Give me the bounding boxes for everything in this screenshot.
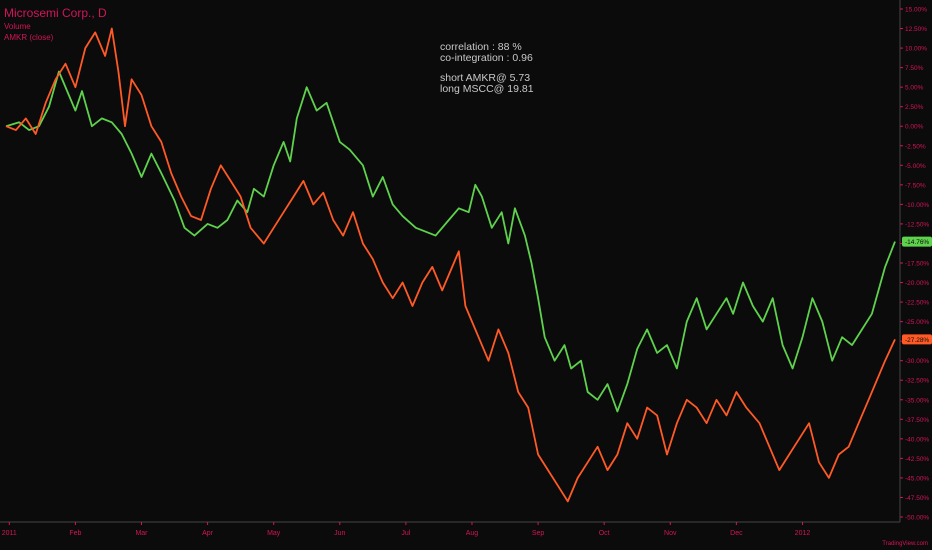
x-tick-label: Jul [401,530,410,537]
x-tick-label: Apr [202,530,214,537]
y-tick-label: -20.00% [905,280,929,287]
x-tick-label: 2011 [2,530,17,537]
y-tick-label: 2.50% [905,104,924,111]
series-line-2[interactable] [5,27,896,503]
series-line-1[interactable] [5,70,896,413]
cointegration-note: co-integration : 0.96 [440,52,533,64]
last-value-badge-2 [902,334,932,345]
y-tick-label: -42.50% [905,456,929,463]
y-tick-label: -32.50% [905,378,929,385]
y-tick-label: 12.50% [905,26,927,33]
compare-label[interactable]: AMKR (close) [4,33,54,42]
x-tick-label: 2012 [795,530,811,537]
x-tick-label: Oct [599,530,610,537]
chart-title[interactable]: Microsemi Corp., D [4,6,107,20]
y-tick-label: 7.50% [905,65,924,72]
x-tick-label: Nov [664,530,677,537]
y-tick-label: -25.00% [905,319,929,326]
y-tick-label: -5.00% [905,163,926,170]
y-tick-label: -10.00% [905,202,929,209]
y-axis: 15.00% 12.50% 10.00% 7.50% 5.00% 2.50% 0.00% -2… [899,0,932,522]
y-tick-label: -35.00% [905,397,929,404]
y-tick-label: -50.00% [905,515,929,522]
x-tick-label: Feb [69,530,81,537]
short-note: short AMKR@ 5.73 [440,72,531,84]
watermark: TradingView.com [882,541,928,547]
x-tick-label: Sep [532,530,545,537]
long-note: long MSCC@ 19.81 [440,83,534,95]
x-axis: 2011 Feb Mar Apr May Jun Jul Aug Sep Oct Nov Dec 201… [0,521,900,537]
y-tick-label: -37.50% [905,417,929,424]
y-tick-label: -30.00% [905,358,929,365]
correlation-note: correlation : 88 % [440,41,522,53]
y-tick-label: -47.50% [905,495,929,502]
x-tick-label: Aug [466,530,479,537]
y-tick-label: -22.50% [905,300,929,307]
y-tick-label: -12.50% [905,221,929,228]
y-tick-label: -7.50% [905,182,926,189]
y-tick-label: 15.00% [905,7,927,14]
y-tick-label: -2.50% [905,143,926,150]
last-value-label-1: -14.76% [905,239,929,246]
y-tick-label: 0.00% [905,124,924,131]
x-tick-label: Dec [730,530,743,537]
x-tick-label: Mar [135,530,148,537]
y-tick-label: -17.50% [905,261,929,268]
y-tick-label: 5.00% [905,85,924,92]
series-layer [5,27,896,503]
last-value-badge-1 [902,236,932,247]
last-value-label-2: -27.28% [905,337,929,344]
volume-label[interactable]: Volume [4,22,31,31]
x-tick-label: Jun [334,530,345,537]
y-tick-label: -45.00% [905,475,929,482]
y-tick-label: 10.00% [905,46,927,53]
x-tick-label: May [267,530,281,537]
y-tick-label: -40.00% [905,436,929,443]
